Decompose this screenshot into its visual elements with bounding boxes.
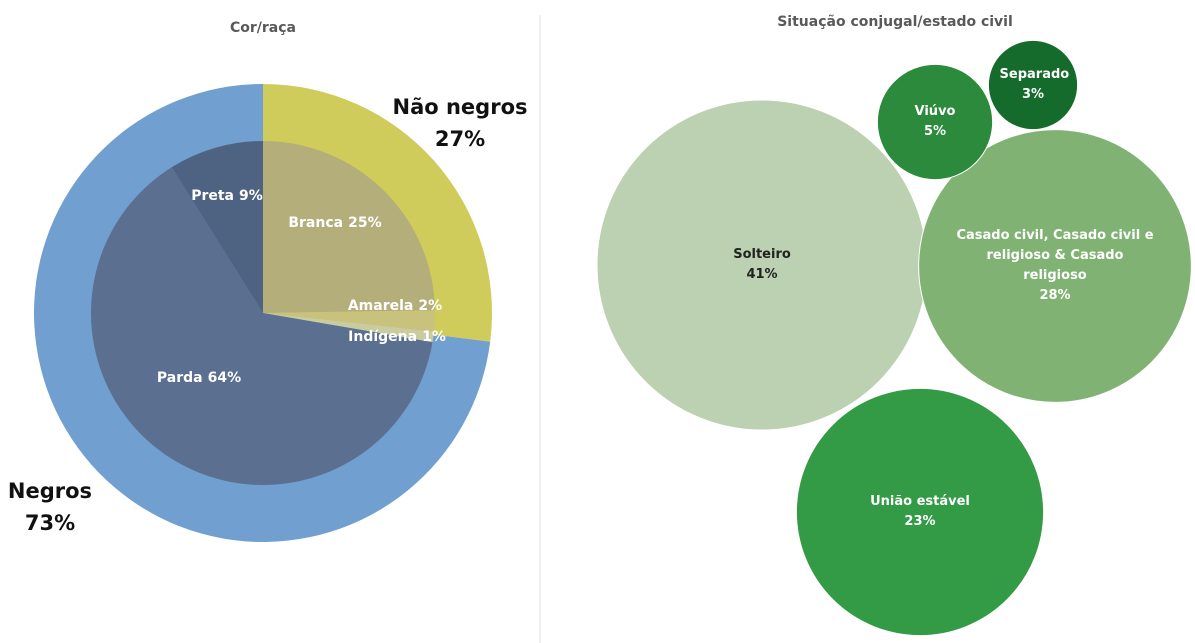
pie-slice <box>90 167 433 486</box>
slice-label: Indígena <box>348 329 417 345</box>
bubble-label: Viúvo 5% <box>892 102 978 142</box>
slice-label-group: Amarela 2% <box>348 298 442 314</box>
pie-slice <box>263 310 435 332</box>
slice-label-group: Parda 64% <box>157 370 241 386</box>
bubble-value: 23% <box>904 514 936 529</box>
slice-value: 25% <box>348 215 382 231</box>
slice-label-group: Indígena 1% <box>348 329 446 345</box>
slice-label: Preta <box>191 188 234 204</box>
bubble-name: Viúvo <box>914 104 956 119</box>
bubble-name: Solteiro <box>733 247 791 262</box>
bubble-name: Separado <box>999 67 1070 82</box>
bubble-value: 41% <box>746 267 778 282</box>
bubble <box>987 39 1079 131</box>
slice-label: Não negros <box>393 95 528 119</box>
slice-label: Negros <box>8 479 92 503</box>
slice-label-group: Branca 25% <box>288 215 381 231</box>
bubble-value: 3% <box>1021 87 1045 102</box>
bubble-value: 28% <box>1039 288 1071 303</box>
pie-slice <box>263 313 434 343</box>
slice-value: 1% <box>422 329 446 345</box>
slice-value: 73% <box>25 511 75 535</box>
chart-title: Cor/raça <box>230 20 296 36</box>
bubble-label: Solteiro 41% <box>662 245 862 285</box>
bubble <box>876 63 994 181</box>
slice-value: 2% <box>418 298 442 314</box>
bubble-value: 5% <box>923 124 947 139</box>
slice-label-group: Preta 9% <box>191 188 263 204</box>
slice-value: 64% <box>208 370 242 386</box>
slice-value: 9% <box>239 188 263 204</box>
bubble-name: Casado civil, Casado civil e religioso &… <box>956 228 1154 283</box>
bubble <box>795 387 1045 637</box>
bubble-label: União estável 23% <box>827 492 1012 532</box>
pie-slice <box>171 141 263 313</box>
slice-label: Branca <box>288 215 343 231</box>
slice-value: 27% <box>435 127 485 151</box>
pie-slice <box>263 141 435 313</box>
chart-title: Situação conjugal/estado civil <box>777 14 1013 30</box>
slice-label: Parda <box>157 370 203 386</box>
bubble <box>918 129 1192 403</box>
bubble-label: Separado 3% <box>999 65 1070 105</box>
bubble-name: União estável <box>870 494 970 509</box>
bubble-label: Casado civil, Casado civil e religioso &… <box>955 226 1155 306</box>
slice-label: Amarela <box>348 298 414 314</box>
